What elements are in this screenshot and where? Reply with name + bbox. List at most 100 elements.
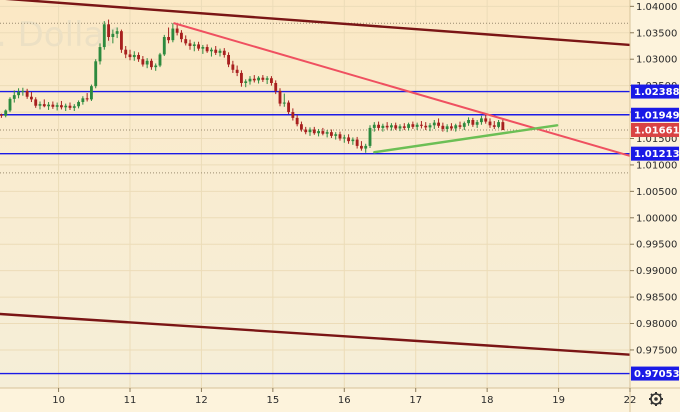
- candle-body: [300, 124, 303, 130]
- candle-body: [240, 72, 243, 83]
- candle-body: [411, 124, 415, 127]
- candle-body: [462, 123, 466, 127]
- candle-body: [420, 124, 423, 126]
- candle-body: [282, 102, 286, 104]
- level-tag-label: 1.01949: [634, 110, 680, 121]
- level-tag-label: 1.01213: [634, 149, 680, 160]
- y-tick-label: 0.98000: [636, 319, 677, 330]
- candle-body: [98, 47, 102, 62]
- x-tick-label: 19: [552, 395, 565, 406]
- candle-body: [132, 54, 136, 58]
- candle-body: [372, 124, 376, 128]
- candle-body: [158, 54, 162, 66]
- candle-body: [218, 50, 222, 53]
- candle-body: [287, 102, 290, 113]
- candle-body: [248, 78, 252, 82]
- candle-body: [360, 145, 363, 149]
- y-tick-label: 1.01500: [636, 134, 677, 145]
- candle-body: [188, 43, 192, 46]
- candle-body: [68, 105, 72, 108]
- trendline-resistance: [173, 22, 630, 157]
- candle-body: [115, 31, 119, 34]
- candle-body: [81, 98, 85, 103]
- candle-body: [445, 126, 449, 129]
- x-tick-label: 22: [624, 395, 637, 406]
- candle-body: [424, 125, 428, 128]
- trendline-channel-lower: [0, 312, 630, 356]
- candle-body: [475, 122, 479, 125]
- candle-body: [312, 129, 316, 134]
- level-tag-label: 0.97053: [634, 369, 680, 380]
- candle-body: [295, 117, 299, 125]
- candle-body: [167, 37, 170, 41]
- candle-body: [304, 129, 308, 133]
- candle-body: [402, 126, 406, 128]
- candle-body: [415, 124, 419, 127]
- candle-body: [407, 124, 410, 128]
- candle-body: [368, 127, 372, 146]
- candles: [0, 19, 505, 153]
- grid: [0, 0, 631, 388]
- candle-body: [291, 112, 295, 118]
- candle-body: [261, 77, 265, 80]
- candle-body: [171, 28, 175, 41]
- candle-body: [467, 119, 470, 124]
- candle-body: [21, 90, 25, 92]
- candle-body: [137, 54, 140, 60]
- plot-background: [0, 0, 630, 388]
- settings-gear-icon[interactable]: [649, 392, 663, 406]
- candle-body: [454, 125, 458, 129]
- candle-body: [150, 60, 153, 68]
- y-tick-label: 1.03500: [636, 28, 677, 39]
- time-axis-background: [0, 388, 630, 412]
- candle-body: [355, 139, 359, 146]
- candle-body: [210, 49, 213, 52]
- candle-body: [321, 131, 325, 134]
- time-axis: 10 11 12 15 16 17 18 19 22: [52, 388, 636, 406]
- level-tag: [631, 366, 679, 381]
- candle-body: [450, 126, 453, 129]
- candle-body: [8, 98, 12, 111]
- candle-body: [120, 31, 123, 50]
- candle-body: [244, 81, 248, 83]
- candle-body: [480, 118, 483, 123]
- y-tick-label: 1.00500: [636, 187, 677, 198]
- x-tick-label: 10: [52, 395, 65, 406]
- candle-body: [201, 47, 205, 49]
- candle-body: [334, 134, 338, 136]
- candle-body: [17, 91, 20, 96]
- x-tick-label: 16: [338, 395, 351, 406]
- candle-body: [102, 24, 106, 48]
- y-tick-label: 0.97500: [636, 345, 677, 356]
- candle-body: [85, 98, 89, 100]
- candle-body: [34, 99, 38, 106]
- candle-body: [42, 104, 46, 107]
- candle-body: [205, 47, 209, 52]
- x-tick-label: 11: [124, 395, 137, 406]
- candle-body: [141, 59, 145, 65]
- candle-body: [351, 139, 355, 142]
- candle-body: [347, 137, 350, 142]
- y-tick-label: 1.01000: [636, 160, 677, 171]
- candle-body: [64, 105, 68, 108]
- candle-body: [265, 78, 269, 80]
- candle-body: [4, 110, 8, 116]
- y-tick-label: 1.04000: [636, 2, 677, 13]
- candle-body: [398, 126, 402, 129]
- candle-body: [38, 104, 42, 106]
- candle-body: [325, 132, 329, 134]
- candle-body: [330, 132, 333, 136]
- trendline-support: [373, 124, 559, 154]
- candle-body: [235, 69, 239, 73]
- level-tag-label: 1.02388: [634, 87, 680, 98]
- candle-body: [227, 54, 230, 65]
- candle-body: [231, 64, 235, 70]
- candle-body: [458, 125, 462, 127]
- candle-body: [377, 124, 380, 128]
- x-tick-label: 15: [266, 395, 279, 406]
- candle-body: [180, 32, 183, 40]
- candle-body: [437, 122, 440, 126]
- level-tag: [631, 107, 679, 122]
- level-tag: [631, 84, 679, 99]
